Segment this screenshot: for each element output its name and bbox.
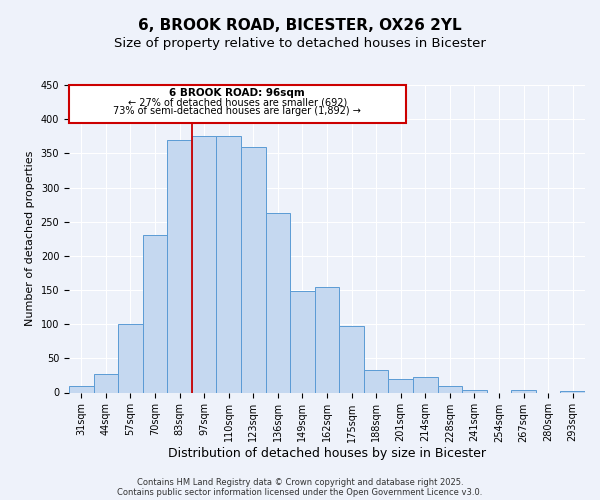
Text: 6 BROOK ROAD: 96sqm: 6 BROOK ROAD: 96sqm: [169, 88, 305, 98]
Bar: [192, 136, 217, 392]
Bar: [118, 324, 143, 392]
Bar: [462, 390, 487, 392]
Bar: [388, 379, 413, 392]
Bar: [339, 326, 364, 392]
Bar: [413, 378, 437, 392]
Bar: [266, 213, 290, 392]
Bar: [437, 386, 462, 392]
Text: 73% of semi-detached houses are larger (1,892) →: 73% of semi-detached houses are larger (…: [113, 106, 361, 116]
Text: Contains HM Land Registry data © Crown copyright and database right 2025.: Contains HM Land Registry data © Crown c…: [137, 478, 463, 487]
Text: 6, BROOK ROAD, BICESTER, OX26 2YL: 6, BROOK ROAD, BICESTER, OX26 2YL: [138, 18, 462, 32]
Text: Contains public sector information licensed under the Open Government Licence v3: Contains public sector information licen…: [118, 488, 482, 497]
Bar: [94, 374, 118, 392]
Bar: [315, 286, 339, 393]
Y-axis label: Number of detached properties: Number of detached properties: [25, 151, 35, 326]
Text: ← 27% of detached houses are smaller (692): ← 27% of detached houses are smaller (69…: [128, 97, 347, 107]
Bar: [560, 391, 585, 392]
Bar: [241, 146, 266, 392]
Bar: [217, 136, 241, 392]
Bar: [167, 140, 192, 392]
Text: Size of property relative to detached houses in Bicester: Size of property relative to detached ho…: [114, 38, 486, 51]
Bar: [511, 390, 536, 392]
Bar: [364, 370, 388, 392]
FancyBboxPatch shape: [69, 85, 406, 122]
Bar: [290, 292, 315, 392]
Bar: [143, 236, 167, 392]
Bar: [69, 386, 94, 392]
X-axis label: Distribution of detached houses by size in Bicester: Distribution of detached houses by size …: [168, 447, 486, 460]
